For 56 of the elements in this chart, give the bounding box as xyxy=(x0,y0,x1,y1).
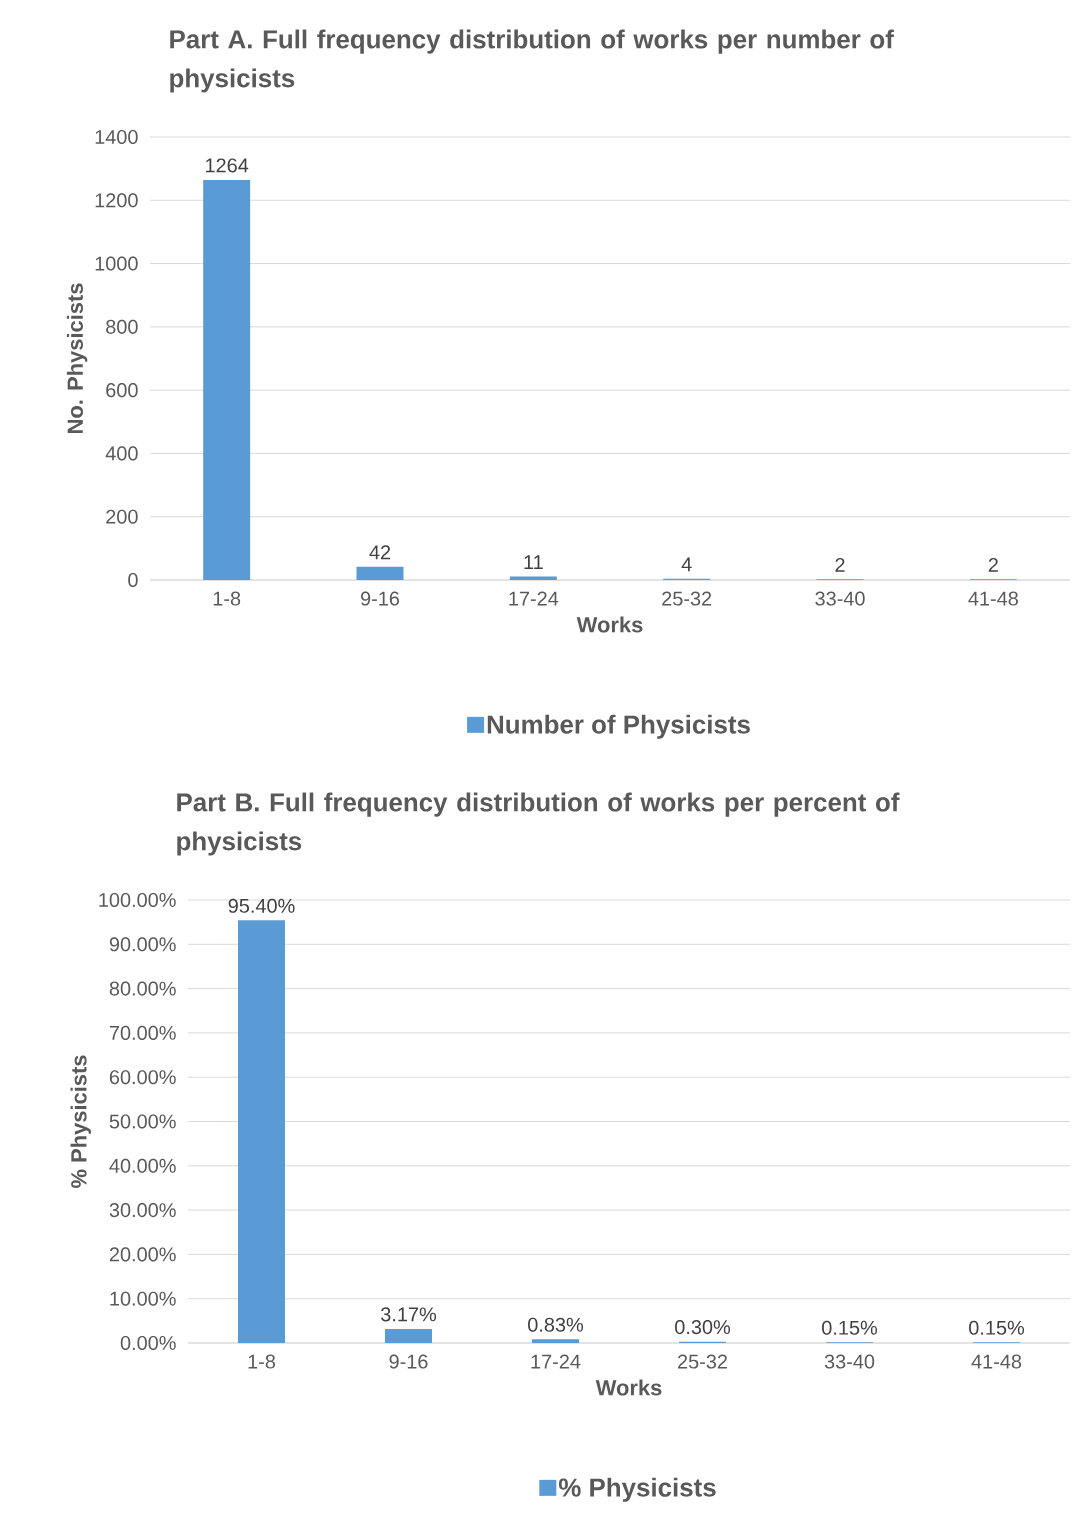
x-tick-label: 17-24 xyxy=(509,591,559,606)
x-tick-label: 33-40 xyxy=(815,591,865,606)
data-label: 4 xyxy=(681,557,692,572)
y-tick-label: 20.00% xyxy=(109,1247,176,1262)
x-tick-label: 33-40 xyxy=(824,1354,875,1369)
bar xyxy=(238,920,285,1343)
data-label: 2 xyxy=(835,557,845,572)
y-tick-label: 70.00% xyxy=(109,1025,176,1040)
y-tick-label: 30.00% xyxy=(109,1203,176,1218)
chart-title: Part A. Full frequency distribution of works per number of physicists xyxy=(170,29,894,93)
x-axis-title: Works xyxy=(576,616,643,633)
y-tick-label: 10.00% xyxy=(110,1291,176,1306)
y-tick-label: 0 xyxy=(128,572,138,588)
data-label: 2 xyxy=(988,557,998,572)
data-label: 11 xyxy=(524,555,543,569)
x-tick-label: 17-24 xyxy=(531,1354,581,1369)
data-label: 3.17% xyxy=(381,1307,437,1322)
x-tick-label: 25-32 xyxy=(678,1354,727,1369)
y-tick-label: 800 xyxy=(106,319,138,334)
bar xyxy=(532,1339,579,1343)
y-tick-label: 600 xyxy=(106,383,138,398)
data-label: 0.15% xyxy=(969,1320,1025,1335)
data-label: 1264 xyxy=(206,158,249,173)
x-tick-label: 41-48 xyxy=(971,1354,1022,1369)
y-axis-title: No. Physicists xyxy=(66,283,88,433)
y-tick-label: 1200 xyxy=(95,193,138,208)
x-tick-label: 9-16 xyxy=(389,1354,428,1369)
y-tick-label: 0.00% xyxy=(120,1335,176,1351)
y-tick-label: 50.00% xyxy=(109,1114,176,1129)
y-tick-label: 1400 xyxy=(95,129,138,145)
data-label: 0.83% xyxy=(528,1317,584,1332)
y-tick-label: 100.00% xyxy=(99,892,176,908)
y-tick-label: 40.00% xyxy=(109,1158,176,1173)
data-label: 95.40% xyxy=(228,898,295,913)
legend-label: % Physicists xyxy=(558,1477,716,1502)
x-tick-label: 1-8 xyxy=(213,591,241,606)
x-tick-label: 25-32 xyxy=(662,591,712,606)
y-tick-label: 60.00% xyxy=(109,1070,176,1085)
bar xyxy=(356,566,404,580)
data-label: 0.15% xyxy=(822,1320,878,1335)
y-tick-label: 80.00% xyxy=(109,981,176,996)
y-tick-label: 90.00% xyxy=(109,937,176,952)
y-axis-title: % Physicists xyxy=(70,1055,91,1188)
x-tick-label: 9-16 xyxy=(361,591,400,606)
y-tick-label: 400 xyxy=(105,446,138,461)
x-axis-title: Works xyxy=(595,1379,662,1396)
bar xyxy=(385,1328,432,1343)
y-tick-label: 200 xyxy=(106,509,138,524)
y-tick-label: 1000 xyxy=(95,256,138,271)
x-tick-label: 41-48 xyxy=(968,591,1018,606)
chart-title: Part B. Full frequency distribution of works per percent of physicists xyxy=(177,792,900,856)
x-tick-label: 1-8 xyxy=(248,1354,276,1369)
data-label: 0.30% xyxy=(675,1320,731,1335)
bar xyxy=(203,180,251,580)
legend-label: Number of Physicists xyxy=(487,714,750,739)
data-label: 42 xyxy=(369,545,391,560)
